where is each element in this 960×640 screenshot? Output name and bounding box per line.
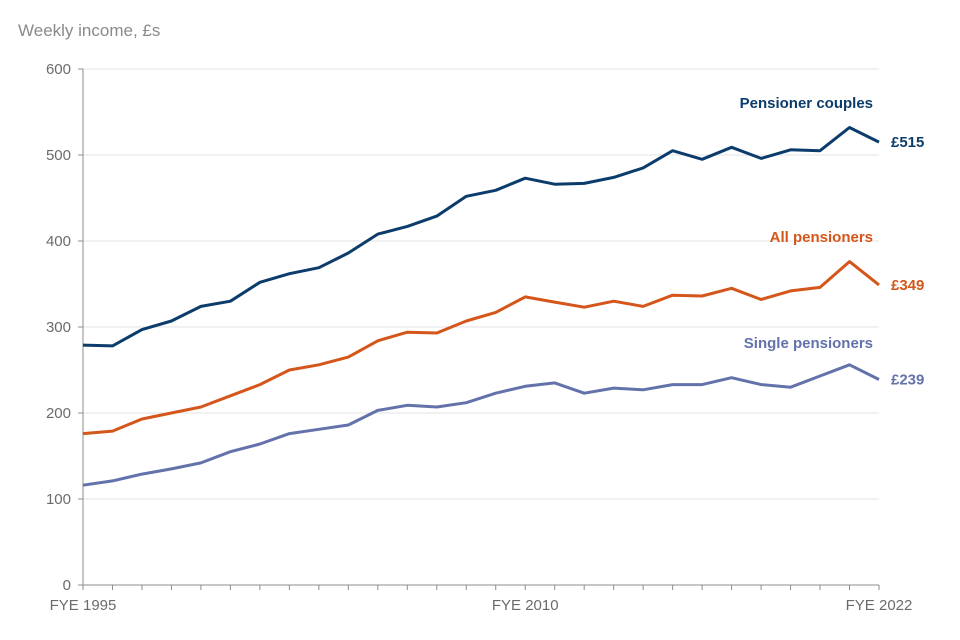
end-value-label: £349 <box>891 277 924 294</box>
end-value-label: £515 <box>891 134 924 151</box>
series-label: Pensioner couples <box>740 95 873 112</box>
series-line-0 <box>82 126 880 348</box>
y-tick-label: 400 <box>46 233 71 250</box>
end-value-label: £239 <box>891 371 924 388</box>
series-line-1 <box>82 260 880 436</box>
y-tick-label: 600 <box>46 61 71 78</box>
y-tick-label: 200 <box>46 405 71 422</box>
y-axis-title: Weekly income, £s <box>18 21 160 40</box>
y-tick-label: 0 <box>63 577 71 594</box>
x-tick-label: FYE 1995 <box>50 597 117 614</box>
y-tick-label: 100 <box>46 491 71 508</box>
x-tick-label: FYE 2022 <box>846 597 913 614</box>
series-label: Single pensioners <box>744 335 873 352</box>
series-label: All pensioners <box>770 229 873 246</box>
x-tick-label: FYE 2010 <box>492 597 559 614</box>
y-tick-label: 300 <box>46 319 71 336</box>
series-line-2 <box>82 363 880 487</box>
y-tick-label: 500 <box>46 147 71 164</box>
